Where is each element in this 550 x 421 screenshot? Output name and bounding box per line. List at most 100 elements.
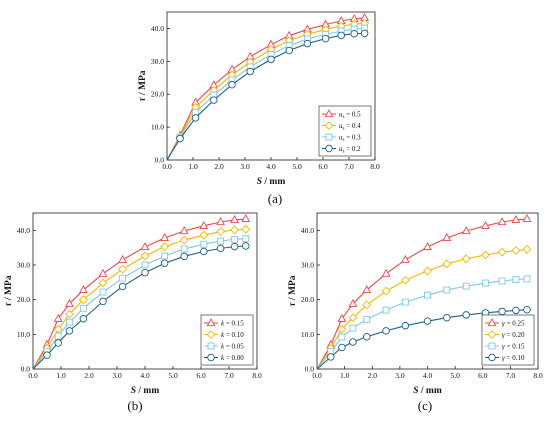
panel-caption: (a) <box>268 191 282 206</box>
data-point <box>79 285 88 294</box>
legend-symbol: k <box>221 320 225 328</box>
data-point <box>442 259 452 269</box>
x-tick-label: 1.0 <box>340 371 350 380</box>
data-point <box>216 217 225 226</box>
y-tick-label: 10.0 <box>301 330 314 339</box>
data-point <box>461 226 471 235</box>
data-point <box>303 39 312 48</box>
data-point <box>443 313 451 322</box>
legend-label: k = 0.00 <box>221 354 244 362</box>
data-point <box>78 295 88 305</box>
y-axis-label: τ / MPa <box>4 275 14 306</box>
x-tick-label: 5.0 <box>292 162 302 171</box>
data-point <box>423 242 432 251</box>
y-tick-label: 40.0 <box>17 226 30 235</box>
data-point <box>160 259 169 268</box>
x-tick-label: 8.0 <box>370 162 380 171</box>
data-point <box>160 233 169 242</box>
legend-value: = 0.3 <box>344 134 361 142</box>
data-point <box>350 29 358 38</box>
data-point <box>200 247 208 256</box>
series-4 <box>316 305 531 370</box>
x-axis-unit: / mm <box>262 177 285 187</box>
y-tick-label: 10.0 <box>17 330 30 339</box>
legend-label: k = 0.10 <box>221 331 244 339</box>
legend-subscript: s <box>343 115 345 120</box>
legend-marker <box>206 330 216 339</box>
data-point <box>481 220 490 229</box>
x-tick-label: 5.0 <box>450 371 460 380</box>
legend-marker <box>325 144 333 153</box>
legend-symbol: u <box>339 122 343 130</box>
data-point <box>99 288 107 296</box>
x-tick-label: 6.0 <box>196 371 206 380</box>
x-tick-label: 7.0 <box>344 162 354 171</box>
chart-panel-3: 0.0 1.0 2.0 3.0 4.0 5.0 6.0 7.0 8.0 0.0 10.0 20.0 30… <box>288 212 543 396</box>
data-point <box>349 338 357 346</box>
y-axis-label: τ / MPa <box>138 70 148 101</box>
data-point <box>79 304 87 312</box>
data-point <box>43 351 51 359</box>
x-tick-label: 8.0 <box>252 371 262 380</box>
data-point <box>461 254 471 264</box>
legend-value: = 0.25 <box>505 320 525 328</box>
x-tick-label: 7.0 <box>506 371 516 380</box>
data-point <box>246 67 254 76</box>
legend-marker <box>206 318 216 327</box>
data-point <box>200 240 208 248</box>
data-point <box>498 277 506 285</box>
data-point <box>362 285 372 294</box>
data-point <box>442 233 452 242</box>
series-2 <box>32 224 251 370</box>
legend-value: = 0.20 <box>505 331 525 339</box>
data-point <box>179 226 189 235</box>
legend-marker <box>487 318 497 327</box>
legend-marker <box>488 353 496 362</box>
legend-label: γ = 0.15 <box>502 343 525 351</box>
data-point <box>481 250 490 260</box>
data-point <box>382 327 390 335</box>
x-axis-unit: / mm <box>136 386 159 396</box>
x-tick-label: 0.0 <box>28 371 38 380</box>
data-point <box>98 278 108 288</box>
y-axis-unit: / MPa <box>138 70 148 97</box>
data-point <box>241 224 251 234</box>
data-point <box>400 275 410 285</box>
data-point <box>199 220 209 229</box>
x-axis-label: S / mm <box>413 386 442 396</box>
data-point <box>216 227 226 237</box>
data-point <box>54 332 62 340</box>
y-tick-label: 20.0 <box>301 295 314 304</box>
data-point <box>511 246 521 255</box>
legend-symbol: γ <box>502 343 505 351</box>
x-axis-variable: S <box>413 386 418 396</box>
data-point <box>511 215 521 224</box>
data-point <box>191 114 200 122</box>
data-point <box>522 244 532 254</box>
data-point <box>424 291 431 299</box>
x-tick-label: 6.0 <box>478 371 488 380</box>
legend-symbol: k <box>221 354 225 362</box>
x-tick-label: 0.0 <box>312 371 322 380</box>
x-tick-label: 4.0 <box>140 371 150 380</box>
legend-marker <box>488 342 496 350</box>
data-point <box>230 215 239 224</box>
y-tick-label: 10.0 <box>151 123 164 132</box>
y-axis-variable: τ <box>138 97 148 102</box>
data-point <box>118 282 127 291</box>
y-axis-variable: τ <box>4 302 14 307</box>
legend-marker <box>207 353 215 362</box>
x-tick-label: 2.0 <box>84 371 94 380</box>
data-point <box>242 235 250 243</box>
legend-label: k = 0.15 <box>221 320 244 328</box>
data-point <box>423 266 432 276</box>
data-point <box>362 300 372 310</box>
legend-value: = 0.2 <box>344 145 361 153</box>
x-tick-label: 4.0 <box>423 371 433 380</box>
data-point <box>140 251 150 261</box>
data-point <box>228 80 236 89</box>
data-point <box>99 297 107 306</box>
series-4 <box>32 242 250 370</box>
y-axis-variable: τ <box>288 302 298 307</box>
